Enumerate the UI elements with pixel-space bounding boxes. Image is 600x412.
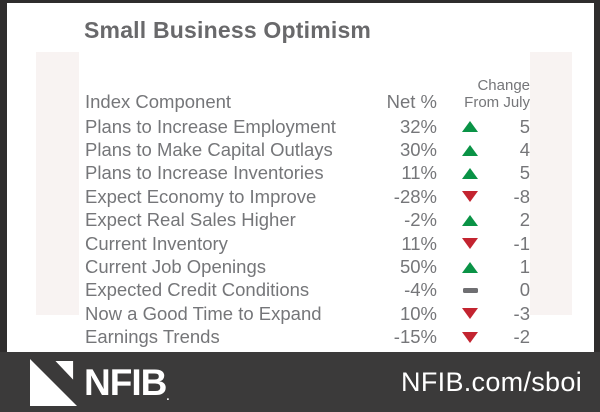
row-net-percent: 11% [401, 232, 437, 254]
table-row: Plans to Make Capital Outlays 30% 4 [85, 138, 530, 161]
row-change-icon-cell [437, 331, 503, 343]
row-net-percent: 30% [399, 139, 437, 161]
table-row: Plans to Increase Employment 32% 5 [85, 115, 530, 138]
row-change-value: 1 [519, 256, 530, 278]
row-change-value: 4 [519, 139, 530, 161]
table-row: Plans to Increase Inventories 11% 5 [85, 162, 530, 185]
footer-url: NFIB.com/sboi [401, 366, 582, 397]
down-arrow-icon [462, 191, 478, 203]
row-component-label: Now a Good Time to Expand [85, 302, 322, 324]
table-row: Expected Credit Conditions -4% 0 [85, 279, 530, 302]
table-row: Now a Good Time to Expand 10% -3 [85, 302, 530, 325]
row-change-value: -2 [513, 326, 530, 348]
page-title: Small Business Optimism [84, 17, 372, 43]
header-index-component: Index Component [85, 90, 232, 112]
down-arrow-icon [462, 331, 478, 343]
row-change-value: -8 [513, 185, 530, 207]
row-component-label: Plans to Increase Inventories [85, 162, 324, 184]
nfib-trademark-dot: . [166, 390, 170, 403]
left-accent-strip [36, 52, 79, 315]
row-component-label: Plans to Increase Employment [85, 115, 336, 137]
table-row: Current Job Openings 50% 1 [85, 255, 530, 278]
header-net-percent: Net % [386, 90, 437, 112]
row-change-icon-cell [437, 287, 503, 293]
row-change-icon-cell [437, 238, 503, 250]
row-net-percent: -2% [404, 209, 437, 231]
table-row: Expect Economy to Improve -28% -8 [85, 185, 530, 208]
up-arrow-icon [462, 214, 478, 226]
row-change-icon-cell [437, 308, 503, 320]
row-change-value: 5 [519, 115, 530, 137]
row-change-icon-cell [437, 121, 503, 133]
row-change-icon-cell [437, 167, 503, 179]
row-change-icon-cell [437, 214, 503, 226]
row-net-percent: 10% [399, 302, 437, 324]
nfib-logo: NFIB . [30, 358, 170, 406]
up-arrow-icon [462, 144, 478, 156]
down-arrow-icon [462, 308, 478, 320]
row-change-value: 5 [519, 162, 530, 184]
table-row: Expect Real Sales Higher -2% 2 [85, 209, 530, 232]
row-component-label: Expect Real Sales Higher [85, 209, 296, 231]
nfib-logo-text: NFIB [84, 361, 167, 403]
row-component-label: Current Job Openings [85, 256, 266, 278]
row-component-label: Expected Credit Conditions [85, 279, 310, 301]
row-net-percent: 50% [399, 256, 437, 278]
table-row: Current Inventory 11% -1 [85, 232, 530, 255]
row-net-percent: 32% [399, 115, 437, 137]
no-change-icon [462, 287, 478, 293]
row-change-icon-cell [437, 191, 503, 203]
optimism-table: Index Component Net % Change From July P… [85, 77, 530, 349]
table-header-row: Index Component Net % Change From July [85, 77, 530, 111]
table-body: Plans to Increase Employment 32% 5 Plans… [85, 115, 530, 349]
row-change-icon-cell [437, 144, 503, 156]
up-arrow-icon [462, 261, 478, 273]
header-change-line2: From July [464, 94, 530, 111]
row-component-label: Plans to Make Capital Outlays [85, 139, 333, 161]
footer-bar: NFIB . NFIB.com/sboi [0, 352, 600, 412]
row-change-icon-cell [437, 261, 503, 273]
row-net-percent: -28% [393, 185, 437, 207]
header-change-line1: Change [477, 77, 530, 94]
up-arrow-icon [462, 121, 478, 133]
row-change-value: 0 [519, 279, 530, 301]
up-arrow-icon [462, 167, 478, 179]
content-card: Small Business Optimism Index Component … [7, 3, 594, 352]
row-change-value: 2 [519, 209, 530, 231]
row-net-percent: -15% [393, 326, 437, 348]
row-component-label: Current Inventory [85, 232, 228, 254]
nfib-flag-icon [30, 358, 77, 406]
header-change-from-july: Change From July [437, 77, 530, 111]
row-component-label: Expect Economy to Improve [85, 185, 317, 207]
right-accent-strip [530, 52, 572, 315]
row-net-percent: -4% [404, 279, 437, 301]
table-row: Earnings Trends -15% -2 [85, 326, 530, 349]
row-component-label: Earnings Trends [85, 326, 220, 348]
row-change-value: -1 [513, 232, 530, 254]
row-change-value: -3 [513, 302, 530, 324]
down-arrow-icon [462, 238, 478, 250]
row-net-percent: 11% [401, 162, 437, 184]
